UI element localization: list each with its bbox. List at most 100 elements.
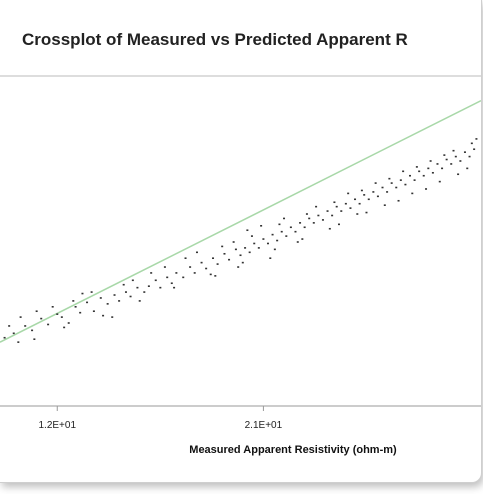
data-point xyxy=(159,286,162,289)
x-tick-label: 1.2E+01 xyxy=(38,420,76,431)
data-point xyxy=(399,179,402,181)
data-point xyxy=(358,202,361,205)
data-point xyxy=(402,170,405,173)
data-point xyxy=(376,195,379,198)
data-point xyxy=(269,257,272,259)
trend-line xyxy=(0,99,481,343)
data-point xyxy=(383,204,386,206)
data-point xyxy=(193,272,196,274)
data-point xyxy=(113,294,116,296)
data-point xyxy=(305,213,308,215)
data-point xyxy=(118,300,121,302)
data-point xyxy=(253,242,256,245)
data-point xyxy=(124,291,127,293)
data-point xyxy=(63,326,66,329)
data-point xyxy=(24,325,27,327)
data-point xyxy=(441,167,444,170)
data-point xyxy=(60,316,63,318)
data-point xyxy=(415,166,418,168)
data-point xyxy=(354,198,357,201)
data-point xyxy=(335,205,338,208)
data-point xyxy=(312,222,315,224)
data-point xyxy=(31,329,34,332)
data-point xyxy=(422,174,425,177)
data-point xyxy=(262,238,265,240)
data-point xyxy=(170,282,173,285)
data-point xyxy=(67,322,70,324)
data-point xyxy=(51,306,54,308)
data-point xyxy=(214,275,217,277)
data-point xyxy=(301,238,304,240)
data-point xyxy=(315,205,318,208)
data-point xyxy=(431,171,434,174)
data-point xyxy=(136,286,139,289)
data-point xyxy=(436,163,439,165)
data-point xyxy=(344,202,347,205)
data-point xyxy=(106,303,109,305)
data-point xyxy=(333,201,336,204)
chart-title: Crossplot of Measured vs Predicted Appar… xyxy=(22,30,408,49)
data-point xyxy=(372,191,375,193)
data-point xyxy=(173,286,176,289)
data-point xyxy=(81,292,84,295)
data-point xyxy=(468,155,471,158)
data-point xyxy=(19,316,22,318)
data-point xyxy=(331,214,334,217)
data-point xyxy=(475,138,478,140)
data-point xyxy=(154,279,157,282)
chart-frame: Crossplot of Measured vs Predicted Appar… xyxy=(0,0,482,483)
data-point xyxy=(182,276,185,279)
data-point xyxy=(408,174,411,177)
data-point xyxy=(163,266,166,268)
data-point xyxy=(459,160,462,162)
data-point xyxy=(381,186,384,189)
data-point xyxy=(326,210,329,212)
data-point xyxy=(388,177,391,180)
data-point xyxy=(457,173,460,176)
data-point xyxy=(223,252,226,255)
data-point xyxy=(250,235,253,237)
data-point xyxy=(143,291,146,293)
data-point xyxy=(374,182,377,184)
data-point xyxy=(445,158,448,161)
data-point xyxy=(397,199,400,202)
data-point xyxy=(463,151,466,153)
data-point xyxy=(349,207,352,209)
data-point xyxy=(257,247,260,249)
data-point xyxy=(248,251,251,254)
data-point xyxy=(294,230,297,233)
data-point xyxy=(367,198,370,201)
points-layer xyxy=(3,138,478,343)
data-point xyxy=(454,155,457,158)
data-point xyxy=(438,180,441,183)
data-point xyxy=(443,154,446,156)
data-point xyxy=(386,191,389,193)
data-point xyxy=(260,225,263,227)
data-point xyxy=(150,272,153,274)
data-point xyxy=(72,300,75,302)
data-point xyxy=(228,258,231,261)
data-point xyxy=(35,310,38,313)
data-point xyxy=(131,279,134,282)
data-point xyxy=(470,142,473,145)
data-point xyxy=(347,192,350,195)
data-point xyxy=(404,183,407,186)
data-point xyxy=(129,295,132,298)
data-point xyxy=(299,222,302,224)
x-ticks-layer: 1.2E+01 2.1E+01 xyxy=(38,406,283,431)
x-tick-label: 2.1E+01 xyxy=(245,420,283,431)
data-point xyxy=(360,189,363,192)
data-point xyxy=(450,163,453,165)
data-point xyxy=(12,332,15,335)
data-point xyxy=(216,263,219,265)
data-point xyxy=(86,301,89,304)
data-point xyxy=(241,261,244,264)
data-point xyxy=(189,266,192,268)
data-point xyxy=(17,341,20,343)
data-point xyxy=(244,247,247,249)
data-point xyxy=(337,223,340,226)
data-point xyxy=(280,230,283,233)
data-point xyxy=(56,313,59,315)
data-point xyxy=(413,179,416,181)
data-point xyxy=(317,214,320,217)
